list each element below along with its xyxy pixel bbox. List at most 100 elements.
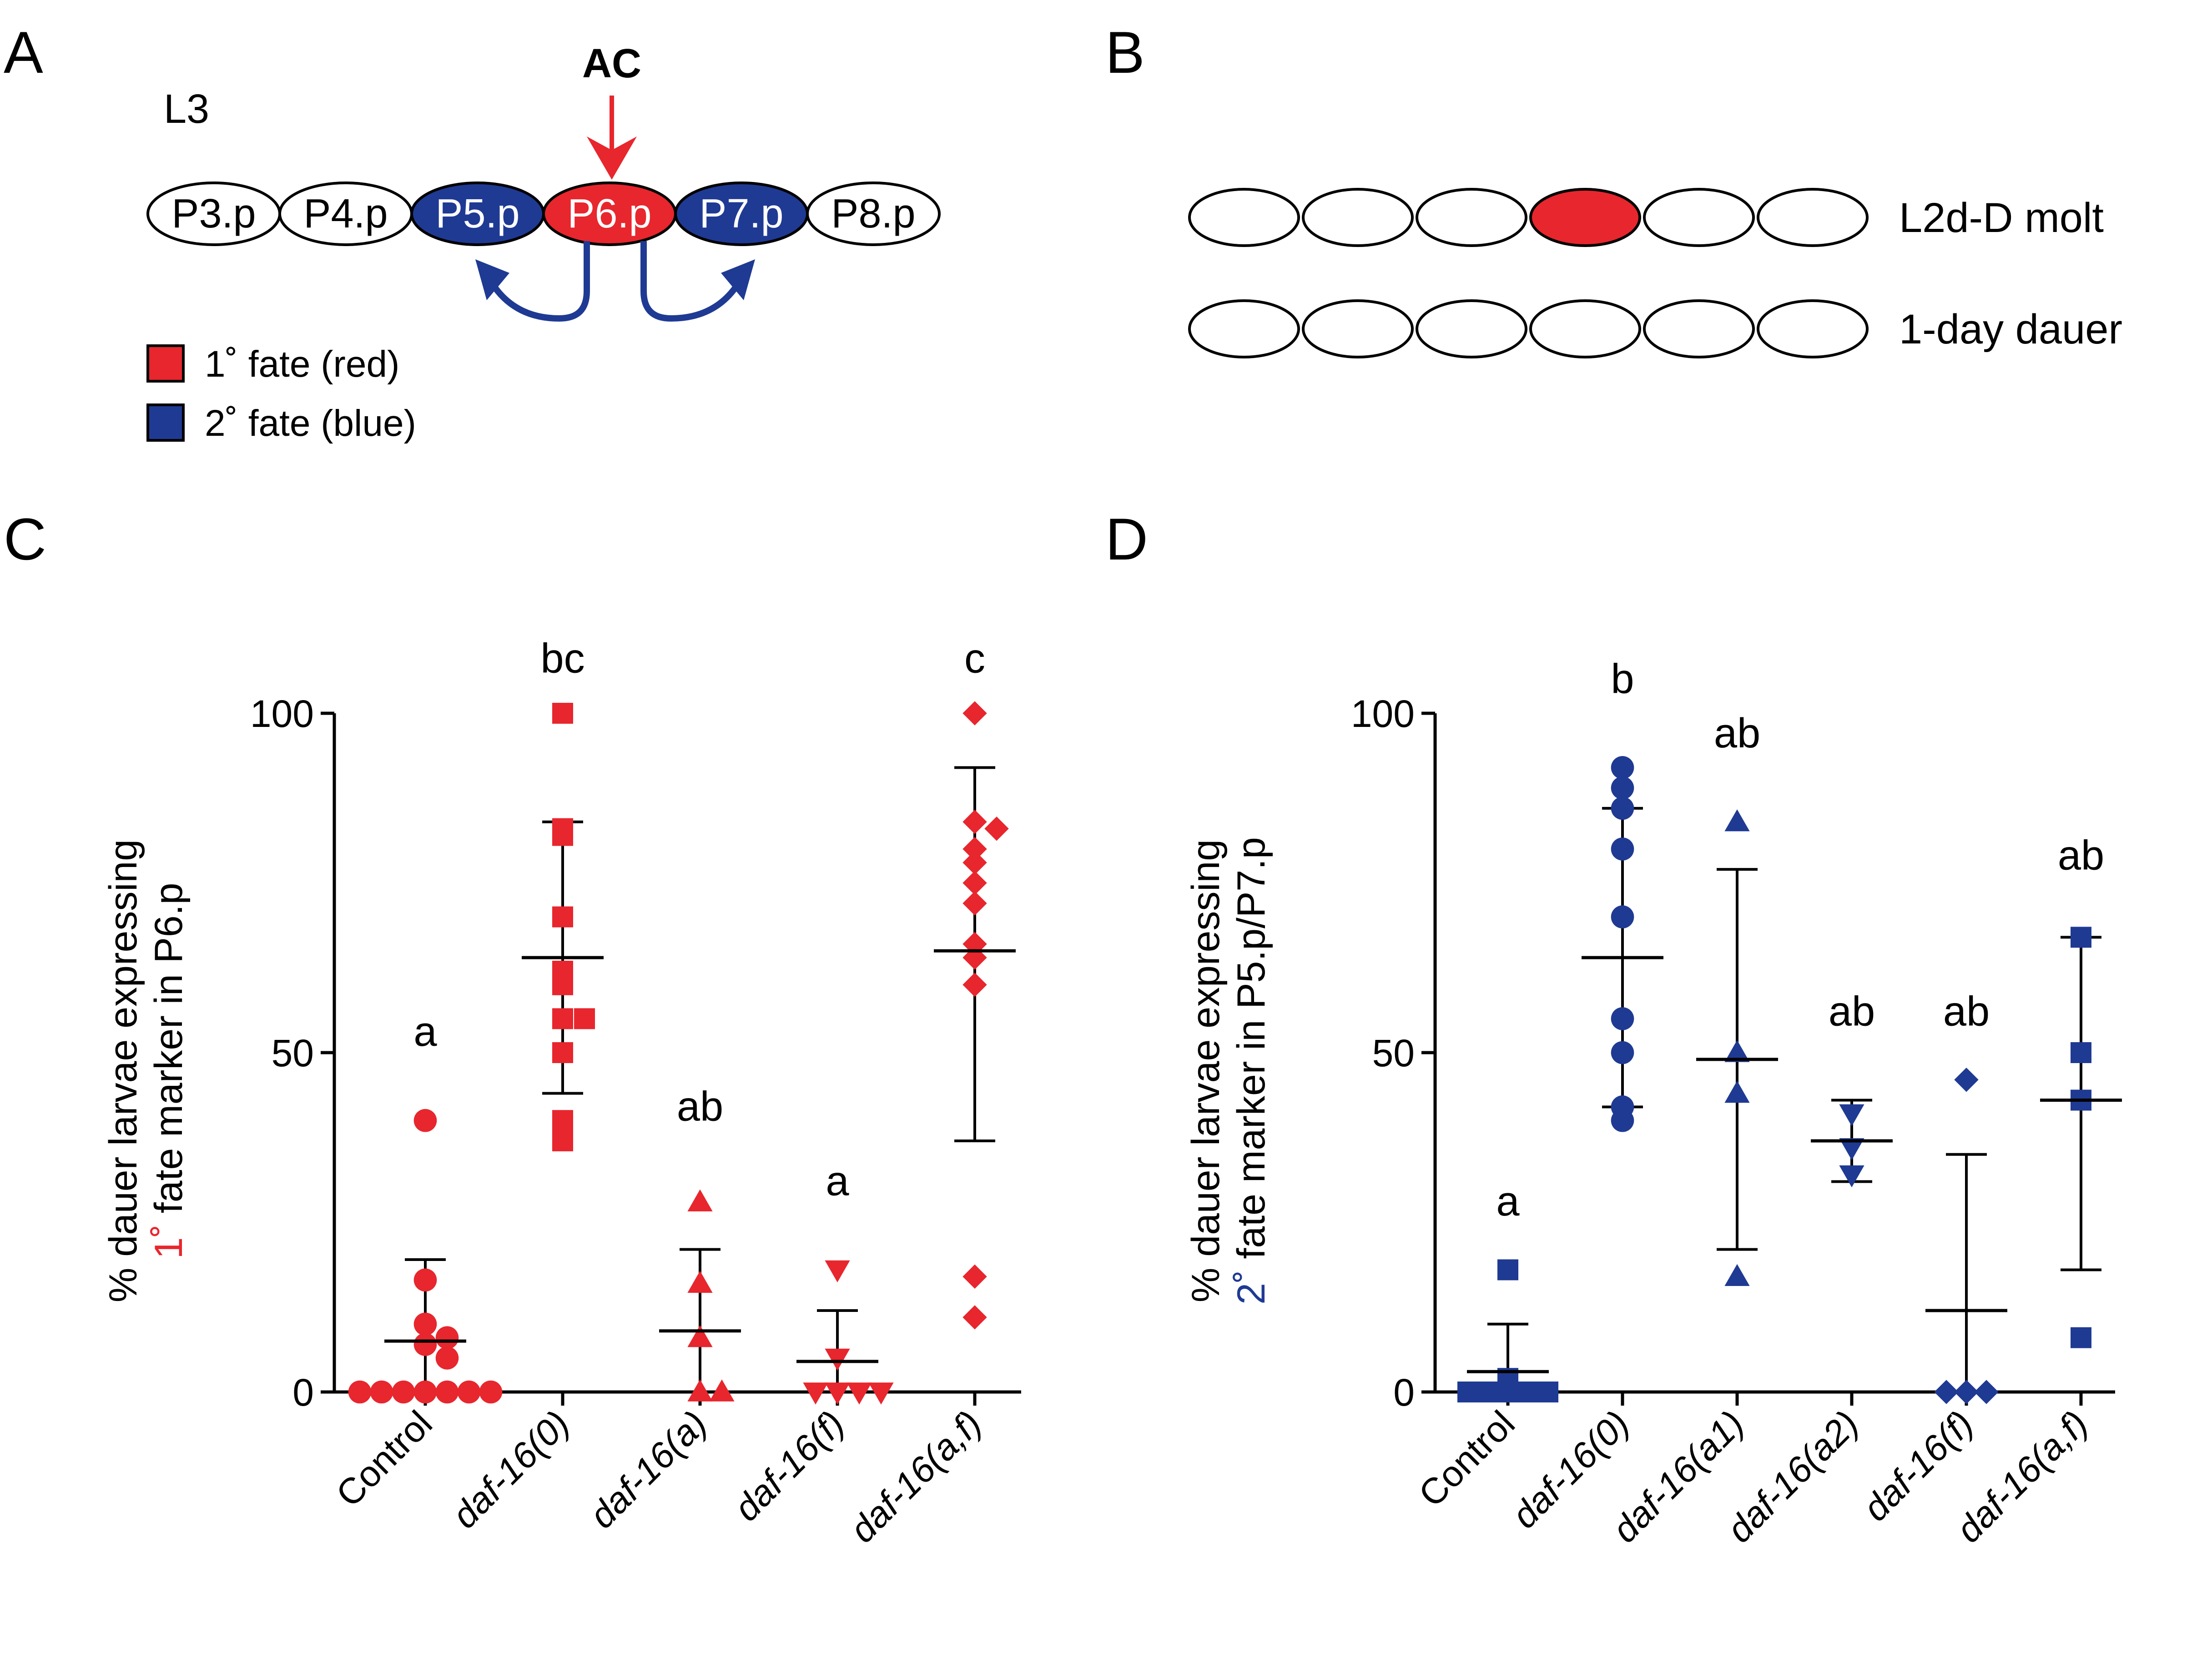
data-point [1839, 1165, 1864, 1188]
data-point [962, 850, 987, 875]
data-point [962, 871, 987, 895]
panel-letter-d: D [1105, 506, 1148, 572]
ac-label: AC [582, 41, 641, 86]
significance-letter: ab [1829, 988, 1875, 1034]
data-point [1954, 1380, 1979, 1404]
series-group: a [796, 1158, 894, 1405]
vpc-cell [1529, 299, 1641, 358]
category-label: daf-16(a) [582, 1403, 715, 1536]
data-point [825, 1348, 850, 1371]
data-point [962, 945, 987, 970]
vpc-cell-p8p [806, 182, 941, 246]
data-point [1724, 809, 1750, 832]
data-point [1611, 837, 1634, 861]
significance-letter: a [826, 1158, 849, 1204]
data-point [1724, 1040, 1750, 1062]
data-point [457, 1380, 481, 1404]
legend-label: 2˚ fate (blue) [205, 403, 416, 444]
data-point [962, 891, 987, 916]
data-point [1611, 797, 1634, 820]
y-axis-label: % dauer larvae expressing1˚ fate marker … [101, 839, 191, 1302]
data-point [479, 1380, 503, 1404]
data-point [1477, 1382, 1498, 1402]
data-point [1839, 1138, 1864, 1160]
y-axis-label-line1: % dauer larvae expressing [1184, 839, 1228, 1302]
data-point [1537, 1382, 1558, 1402]
data-point [348, 1380, 372, 1404]
data-point [574, 1008, 595, 1029]
data-point [709, 1379, 735, 1402]
data-point [1611, 756, 1634, 779]
vpc-cell-label: P3.p [171, 191, 256, 237]
vpc-cell [1302, 188, 1414, 247]
data-point [1724, 1080, 1750, 1103]
y-axis-label-line2: fate marker in P5.p/P7.p [1229, 837, 1273, 1270]
data-point [552, 974, 573, 995]
significance-letter: ab [1714, 710, 1760, 756]
vpc-cell [1188, 299, 1300, 358]
panel-letter-b: B [1105, 19, 1145, 86]
y-axis-label: % dauer larvae expressing2˚ fate marker … [1184, 837, 1273, 1305]
y-axis-label-highlight: 1˚ [147, 1224, 191, 1259]
significance-letter: a [1496, 1178, 1520, 1225]
data-point [687, 1379, 713, 1402]
data-point [1724, 1264, 1750, 1286]
data-point [552, 906, 573, 928]
data-point [552, 1042, 573, 1063]
series-group: c [934, 635, 1016, 1330]
data-point [962, 701, 987, 726]
vpc-rows: L2d-D molt 1-day dauer [1188, 188, 2122, 358]
data-point [2071, 1327, 2091, 1348]
y-tick-label: 50 [272, 1032, 314, 1074]
data-point [984, 816, 1009, 841]
induction-arrows [475, 241, 755, 322]
data-point [552, 1130, 573, 1151]
data-point [413, 1268, 437, 1292]
series-group: ab [2040, 832, 2122, 1348]
y-tick-label: 0 [1393, 1371, 1415, 1414]
significance-letter: ab [2058, 832, 2104, 878]
series-group: ab [1925, 988, 2007, 1404]
data-point [687, 1189, 713, 1211]
y-tick-label: 100 [250, 692, 314, 735]
vpc-cell-label: P7.p [699, 191, 783, 237]
data-point [435, 1380, 459, 1404]
category-label: daf-16(0) [444, 1403, 577, 1536]
data-point [687, 1271, 713, 1293]
data-point [825, 1382, 850, 1405]
panel-letter-a: A [4, 19, 43, 86]
data-point [413, 1380, 437, 1404]
significance-letter: ab [677, 1083, 723, 1130]
chart-c: 0 50 100 % dauer larvae expressing1˚ fate m… [101, 635, 1021, 1550]
legend-label: 1˚ fate (red) [205, 343, 399, 385]
vpc-cell [1529, 188, 1641, 247]
vpc-cell [1416, 299, 1527, 358]
vpc-row: P3.p P4.p P5.p P6.p P7.p P8.p [146, 182, 941, 246]
data-point [1934, 1380, 1959, 1404]
data-point [962, 837, 987, 862]
category-label: daf-16(f) [726, 1403, 852, 1529]
legend-swatch [146, 344, 185, 383]
vpc-cell-label: P8.p [831, 191, 915, 237]
panel-d: D 0 50 100 % dauer larvae expressing2˚ fate… [1105, 506, 2122, 1550]
vpc-cell [1302, 299, 1414, 358]
data-point [2071, 927, 2091, 948]
data-point [1517, 1382, 1538, 1402]
stage-label: L3 [164, 86, 209, 132]
data-point [803, 1382, 828, 1405]
y-axis-label-line2: fate marker in P6.p [147, 883, 191, 1224]
data-point [868, 1382, 894, 1405]
data-point [1839, 1104, 1864, 1126]
data-point [962, 1264, 987, 1289]
data-point [370, 1380, 393, 1404]
chart-d: 0 50 100 % dauer larvae expressing2˚ fate m… [1184, 656, 2122, 1550]
data-point [1611, 776, 1634, 800]
data-point [687, 1325, 713, 1347]
series-group: bc [522, 635, 604, 1151]
data-point [1954, 1068, 1979, 1092]
y-axis-label-line1: % dauer larvae expressing [101, 839, 145, 1302]
vpc-cell [1757, 188, 1869, 247]
data-point [825, 1260, 850, 1283]
panel-b: B L2d-D molt 1-day dauer [1105, 19, 2122, 358]
